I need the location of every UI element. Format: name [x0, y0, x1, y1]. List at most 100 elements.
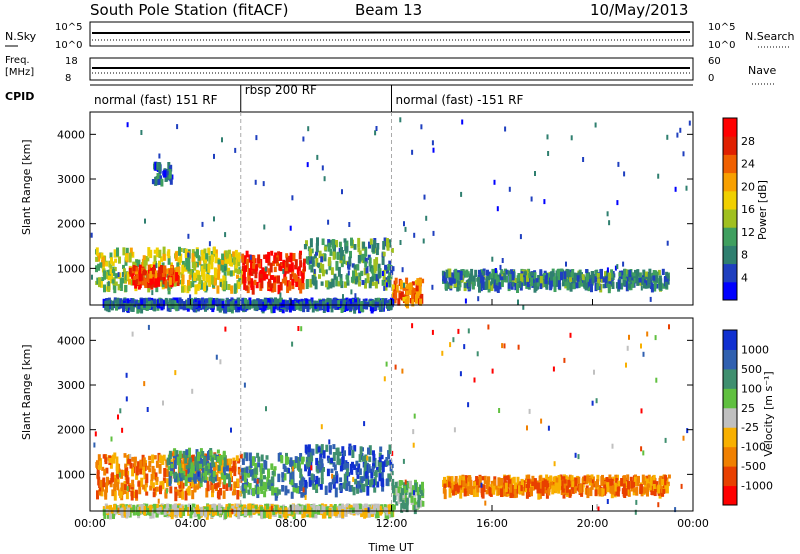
heatmap-cell — [173, 475, 177, 483]
heatmap-cell — [360, 504, 364, 509]
heatmap-cell — [132, 504, 136, 513]
heatmap-cell — [481, 476, 485, 481]
heatmap-cell — [154, 472, 158, 481]
heatmap-cell — [245, 258, 249, 269]
heatmap-cell — [256, 452, 260, 459]
heatmap-cell — [225, 483, 229, 491]
heatmap-cell — [297, 299, 301, 305]
heatmap-cell — [587, 274, 591, 280]
heatmap-cell — [577, 454, 580, 460]
heatmap-cell — [609, 480, 613, 486]
power-ylabel: Slant Range [km] — [20, 139, 33, 235]
heatmap-cell — [210, 275, 214, 282]
heatmap-cell — [628, 274, 632, 283]
heatmap-cell — [213, 475, 217, 482]
heatmap-cell — [587, 278, 591, 287]
heatmap-cell — [353, 266, 357, 275]
heatmap-cell — [377, 263, 381, 273]
heatmap-cell — [193, 507, 197, 518]
heatmap-cell — [317, 505, 321, 511]
heatmap-cell — [265, 274, 269, 280]
colorbar-swatch — [723, 330, 737, 350]
heatmap-cell — [370, 478, 374, 485]
heatmap-cell — [508, 186, 511, 192]
heatmap-cell — [153, 298, 156, 304]
heatmap-cell — [586, 488, 590, 499]
heatmap-cell — [114, 273, 118, 279]
heatmap-cell — [389, 473, 392, 482]
heatmap-cell — [273, 266, 277, 273]
heatmap-cell — [662, 488, 666, 494]
heatmap-cell — [103, 284, 106, 293]
heatmap-cell — [277, 473, 281, 483]
heatmap-cell — [602, 283, 606, 289]
heatmap-cell — [411, 281, 415, 286]
heatmap-cell — [192, 503, 196, 509]
heatmap-cell — [470, 268, 474, 276]
heatmap-cell — [336, 451, 340, 460]
heatmap-cell — [182, 470, 186, 477]
heatmap-cell — [255, 281, 259, 289]
heatmap-cell — [234, 300, 238, 306]
heatmap-cell — [288, 303, 292, 313]
heatmap-cell — [325, 269, 328, 275]
heatmap-cell — [404, 498, 408, 503]
heatmap-cell — [307, 449, 311, 457]
heatmap-cell — [99, 262, 103, 268]
heatmap-cell — [124, 259, 128, 266]
heatmap-cell — [390, 508, 394, 518]
heatmap-cell — [214, 483, 218, 489]
heatmap-cell — [233, 466, 237, 477]
heatmap-cell — [616, 474, 619, 481]
heatmap-cell — [383, 507, 387, 513]
heatmap-cell — [486, 269, 489, 276]
heatmap-cell — [565, 261, 567, 267]
heatmap-cell — [113, 483, 117, 492]
heatmap-cell — [100, 487, 104, 497]
heatmap-cell — [363, 463, 367, 472]
heatmap-cell — [160, 178, 164, 187]
heatmap-cell — [224, 509, 228, 519]
heatmap-cell — [234, 303, 238, 310]
heatmap-cell — [308, 465, 311, 476]
heatmap-cell — [302, 303, 306, 313]
heatmap-cell — [372, 479, 376, 488]
heatmap-cell — [206, 463, 210, 470]
heatmap-cell — [279, 266, 283, 271]
heatmap-cell — [358, 272, 362, 281]
heatmap-cell — [452, 278, 456, 284]
heatmap-cell — [222, 275, 226, 283]
heatmap-cell — [482, 273, 486, 280]
nsearch-tick-bottom: 10^0 — [708, 40, 735, 51]
heatmap-cell — [178, 246, 181, 256]
heatmap-cell — [155, 460, 159, 468]
heatmap-cell — [555, 281, 559, 287]
heatmap-cell — [293, 273, 296, 281]
heatmap-cell — [337, 266, 341, 277]
heatmap-cell — [290, 491, 294, 499]
heatmap-cell — [195, 485, 199, 490]
heatmap-cell — [525, 483, 529, 489]
heatmap-cell — [223, 455, 227, 466]
heatmap-cell — [640, 446, 643, 452]
heatmap-cell — [339, 485, 343, 492]
heatmap-cell — [535, 278, 539, 283]
heatmap-cell — [593, 369, 595, 375]
heatmap-cell — [484, 500, 487, 506]
heatmap-cell — [193, 486, 197, 493]
heatmap-cell — [167, 255, 171, 265]
heatmap-cell — [294, 274, 298, 282]
heatmap-cell — [125, 491, 129, 500]
heatmap-cell — [596, 474, 600, 482]
heatmap-cell — [504, 126, 507, 132]
heatmap-cell — [215, 354, 218, 360]
heatmap-cell — [609, 484, 613, 494]
heatmap-cell — [140, 303, 144, 314]
heatmap-cell — [167, 162, 171, 172]
heatmap-cell — [373, 240, 377, 249]
heatmap-cell — [175, 267, 179, 273]
heatmap-cell — [302, 508, 306, 518]
heatmap-cell — [487, 476, 491, 482]
heatmap-cell — [372, 453, 376, 461]
